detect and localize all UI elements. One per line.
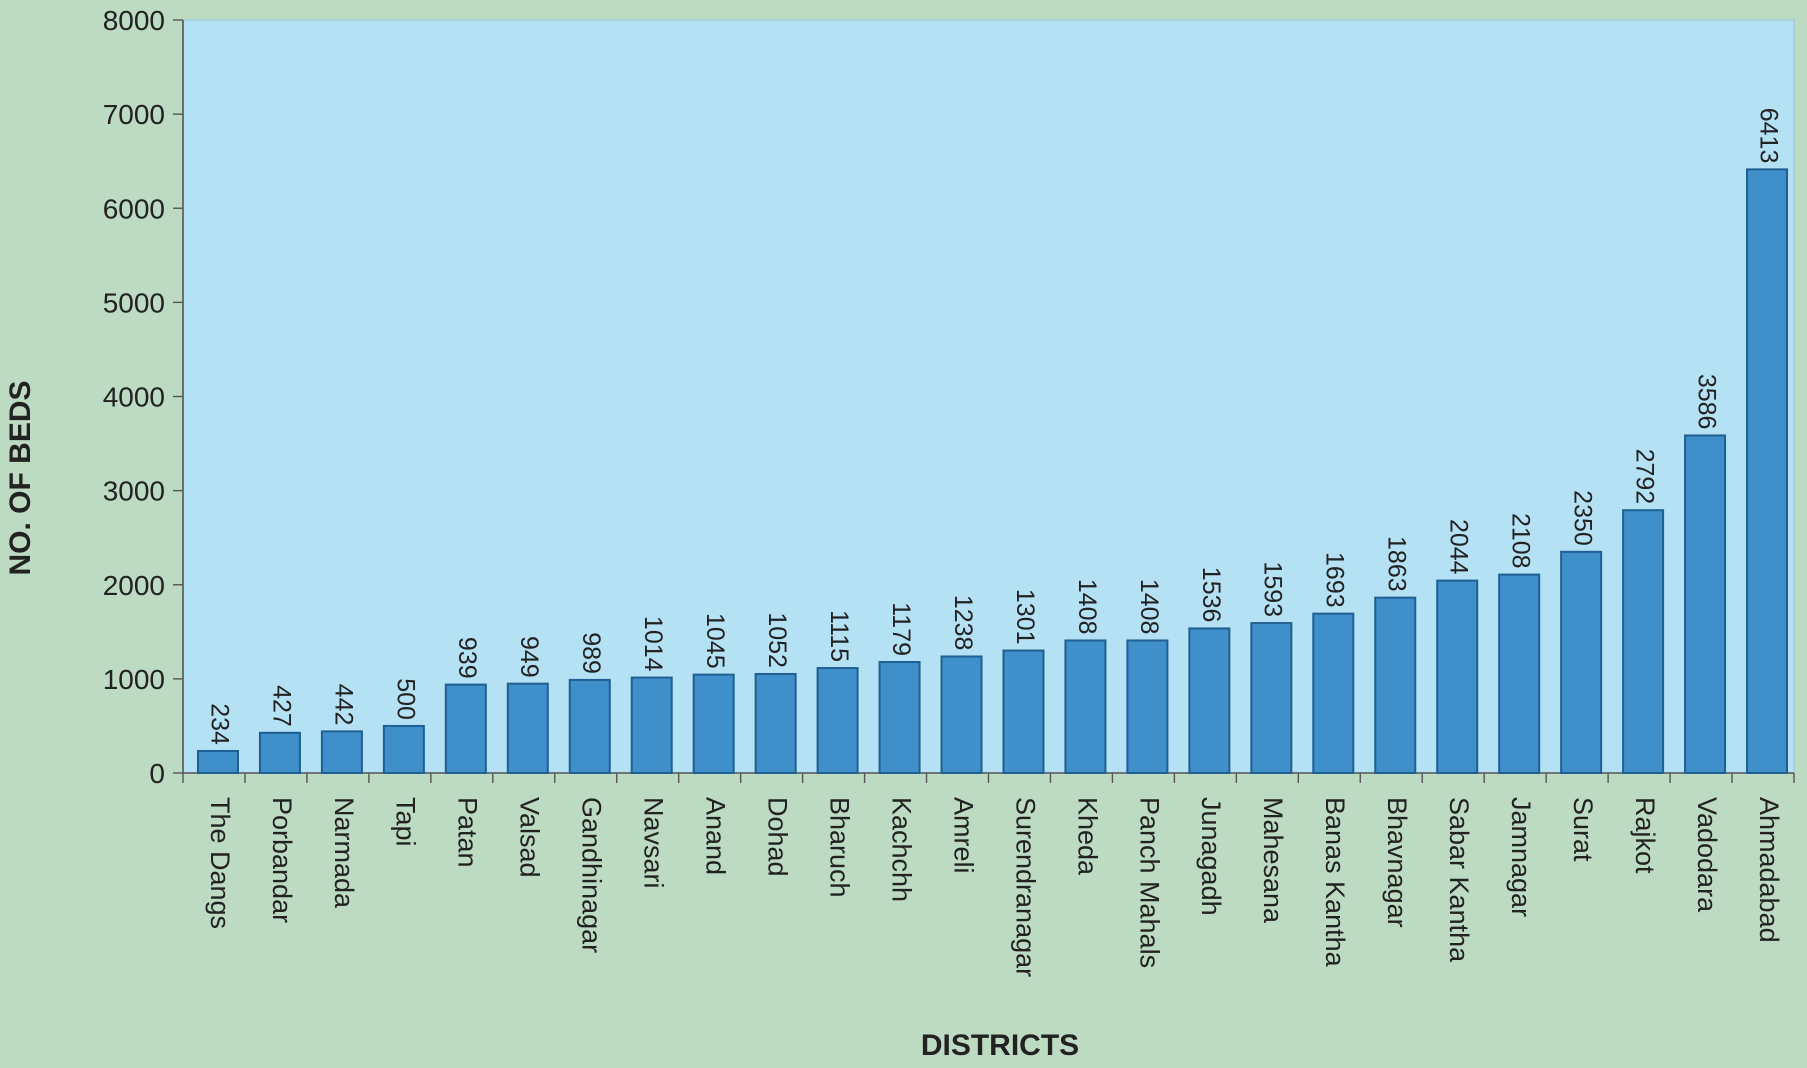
data-label: 939 [453,637,481,679]
data-label: 2044 [1445,519,1473,575]
data-label: 1536 [1197,567,1225,623]
x-tick-label: Mahesana [1258,797,1288,924]
bar [630,676,673,774]
y-tick-group: 0 1000 2000 3000 4000 5000 6000 7000 8000 [103,5,183,789]
data-label: 1408 [1073,579,1101,635]
x-tick-label: Gandhinagar [577,797,607,953]
data-label: 1301 [1011,589,1039,645]
bar [320,730,363,774]
x-tick-label: Bhavnagar [1382,797,1412,928]
x-tick-label: Porbandar [267,797,297,923]
data-label: 1408 [1135,579,1163,635]
bar [1002,649,1045,775]
bar [1622,509,1665,774]
x-tick-label: Sabar Kantha [1444,797,1474,963]
bar [1188,627,1231,775]
bars-group [196,168,1789,775]
x-tick-label: Vadodara [1692,797,1722,913]
bar [1126,639,1169,774]
x-tick-label: Surat [1568,797,1598,862]
data-label: 1115 [825,610,853,662]
data-label: 234 [205,703,233,745]
y-axis: 0 1000 2000 3000 4000 5000 6000 7000 8000 [103,5,184,789]
bar [1064,639,1107,774]
x-tick-label: Valsad [515,797,545,878]
x-tick-label: Navsari [639,797,669,889]
x-tick-group [182,773,1795,783]
x-tick-label: The Dangs [205,797,235,929]
data-label: 427 [267,685,295,727]
x-tick-label: Jamnagar [1506,797,1536,917]
x-axis-title: DISTRICTS [921,1029,1079,1062]
x-tick-label: Bharuch [824,797,854,898]
bar [754,672,797,775]
y-tick-label: 4000 [103,382,165,413]
bar [1374,596,1417,775]
x-tick-label: Narmada [329,797,359,909]
x-tick-label: Anand [701,797,731,875]
bar [1746,168,1789,774]
data-label: 2792 [1630,449,1658,505]
data-label: 500 [391,678,419,720]
plot-area [182,19,1795,774]
y-tick-label: 0 [149,758,165,789]
x-tick-label-group: The Dangs Porbandar Narmada Tapi Patan Valsad… [205,797,1784,977]
y-tick-label: 5000 [103,287,165,318]
x-tick-label: Rajkot [1630,797,1660,874]
x-axis [182,772,1795,783]
x-tick-label: Patan [453,797,483,868]
data-label: 6413 [1754,108,1782,164]
y-tick-label: 1000 [103,664,165,695]
data-label: 1693 [1321,552,1349,608]
x-tick-label: Surendranagar [1010,797,1040,977]
bar [1498,573,1541,774]
data-label: 1179 [887,602,915,656]
y-tick-label: 8000 [103,5,165,36]
x-tick-label: Kachchh [886,797,916,902]
bar [940,655,983,775]
bar [196,749,239,774]
x-tick-label: Kheda [1072,797,1102,876]
data-label-group: 234 427 442 500 939 949 989 1014 1045 1052 1115 117… [205,108,1782,745]
data-label: 2350 [1569,490,1597,546]
bar [568,678,611,775]
bar [1560,550,1603,775]
x-tick-label: Panch Mahals [1134,797,1164,968]
bar [816,667,859,774]
x-tick-label: Amreli [948,797,978,874]
bar [1312,612,1355,774]
x-tick-label: Banas Kantha [1320,797,1350,968]
bar [878,661,921,774]
x-tick-label: Dohad [763,797,793,877]
bar [382,724,425,774]
y-tick-label: 2000 [103,570,165,601]
bar [506,682,549,774]
x-tick-label: Tapi [391,797,421,847]
bar [1684,434,1727,774]
x-tick-label: Ahmadabad [1754,797,1784,943]
y-tick-label: 6000 [103,193,165,224]
data-label: 1045 [701,613,729,669]
bar [1436,579,1479,775]
bar [692,673,735,775]
data-label: 3586 [1692,374,1720,430]
y-tick-label: 3000 [103,476,165,507]
data-label: 1014 [639,616,667,672]
data-label: 1863 [1383,536,1411,592]
bar [1250,622,1293,775]
data-label: 989 [577,632,605,674]
data-label: 442 [329,684,357,726]
x-tick-label: Junagadh [1196,797,1226,916]
bar [444,683,487,775]
data-label: 2108 [1507,513,1535,569]
data-label: 1052 [763,612,791,668]
y-tick-label: 7000 [103,99,165,130]
data-label: 1593 [1259,561,1287,617]
bar [258,731,301,775]
data-label: 949 [515,636,543,678]
data-label: 1238 [949,595,977,651]
y-axis-title: NO. OF BEDS [4,380,37,575]
